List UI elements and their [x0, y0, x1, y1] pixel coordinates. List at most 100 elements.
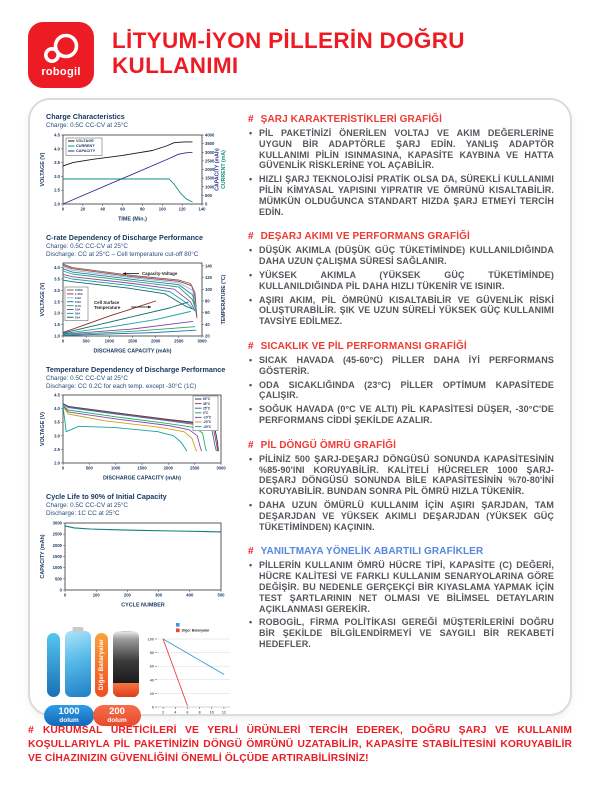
robogil-logo: robogil — [28, 22, 94, 88]
svg-text:2.9A: 2.9A — [75, 296, 82, 300]
bullet-item: HIZLI ŞARJ TEKNOLOJİSİ PRATİK OLSA DA, S… — [248, 174, 554, 217]
bullet-item: SICAK HAVADA (45-60°C) PİLLER DAHA İYİ P… — [248, 355, 554, 377]
svg-text:2000: 2000 — [53, 543, 63, 548]
bullet-item: DAHA UZUN ÖMÜRLÜ KULLANIM İÇİN AŞIRI ŞAR… — [248, 500, 554, 532]
chart-subtitle: Charge: 0.5C CC-CV at 25°C — [46, 122, 128, 129]
svg-text:500: 500 — [205, 193, 213, 198]
chart-charge-characteristics: Charge Characteristics Charge: 0.5C CC-C… — [38, 112, 236, 227]
svg-text:VOLTAGE: VOLTAGE — [76, 139, 94, 143]
svg-text:0: 0 — [62, 466, 65, 471]
svg-text:3000: 3000 — [216, 466, 226, 471]
svg-text:0.58A: 0.58A — [75, 288, 84, 292]
svg-text:3000: 3000 — [197, 339, 207, 344]
page-title: LİTYUM-İYON PİLLERİN DOĞRU KULLANIMI — [112, 28, 465, 79]
svg-text:400: 400 — [186, 593, 194, 598]
svg-text:CAPACITY: CAPACITY — [76, 149, 96, 153]
hash-symbol: # — [248, 439, 254, 451]
other-batteries-label: Diğer Bataryalar — [98, 639, 105, 691]
empty-battery-illustration — [113, 631, 139, 697]
svg-text:60°C: 60°C — [203, 397, 211, 401]
chart-temperature-discharge: Temperature Dependency of Discharge Perf… — [38, 365, 236, 486]
chart-subtitle: Discharge: 1C CC at 25°C — [46, 510, 120, 517]
svg-text:CURRENT: CURRENT — [76, 144, 95, 148]
svg-text:25°C: 25°C — [203, 406, 211, 410]
svg-text:TEMPERATURE (°C): TEMPERATURE (°C) — [221, 274, 227, 324]
svg-text:2.0: 2.0 — [54, 311, 60, 316]
other-batteries-bar: Diğer Bataryalar — [95, 633, 108, 697]
svg-text:CAPACITY (mAh): CAPACITY (mAh) — [215, 148, 221, 191]
bullet-item: PİLİNİZ 500 ŞARJ-DEŞARJ DÖNGÜSÜ SONUNDA … — [248, 454, 554, 497]
svg-text:1500: 1500 — [205, 176, 215, 181]
svg-text:20: 20 — [150, 692, 154, 696]
svg-text:-10°C: -10°C — [203, 416, 212, 420]
chart-crate-discharge: C-rate Dependency of Discharge Performan… — [38, 233, 236, 359]
svg-text:DISCHARGE CAPACITY (mAh): DISCHARGE CAPACITY (mAh) — [94, 349, 172, 355]
svg-text:CAPACITY (mAh): CAPACITY (mAh) — [40, 534, 46, 578]
svg-text:80: 80 — [205, 298, 210, 303]
svg-text:1000: 1000 — [105, 339, 115, 344]
chart-charge-canvas: 0 20 40 60 80 100 120 140 2.0 2.5 3.0 3.5 4.0 4.5 0 500… — [38, 130, 236, 227]
svg-text:1500: 1500 — [137, 466, 147, 471]
hash-symbol: # — [28, 725, 34, 736]
hash-symbol: # — [248, 114, 254, 125]
svg-text:100: 100 — [93, 593, 101, 598]
svg-text:VOLTAGE (V): VOLTAGE (V) — [40, 412, 46, 446]
svg-text:40: 40 — [100, 207, 105, 212]
svg-text:2.5: 2.5 — [54, 447, 60, 452]
svg-text:Capacity-Voltage: Capacity-Voltage — [142, 271, 178, 276]
svg-text:2500: 2500 — [53, 532, 63, 537]
svg-text:0: 0 — [62, 207, 65, 212]
svg-text:0: 0 — [60, 588, 63, 593]
svg-text:100: 100 — [205, 287, 213, 292]
badge-200-dolum: 200 dolum — [93, 705, 141, 726]
svg-text:2000: 2000 — [164, 466, 174, 471]
svg-text:80: 80 — [150, 651, 154, 655]
svg-text:60: 60 — [120, 207, 125, 212]
svg-text:20: 20 — [205, 334, 210, 339]
section-sicaklik-performans: #SICAKLIK VE PİL PERFORMANSI GRAFİĞİ SIC… — [248, 341, 554, 426]
svg-text:2.5: 2.5 — [54, 188, 60, 193]
page-title-line1: LİTYUM-İYON PİLLERİN DOĞRU — [112, 28, 465, 53]
svg-text:300: 300 — [155, 593, 163, 598]
svg-text:3000: 3000 — [53, 521, 63, 526]
hash-symbol: # — [248, 340, 254, 352]
bullet-list: SICAK HAVADA (45-60°C) PİLLER DAHA İYİ P… — [248, 355, 554, 426]
svg-text:20A: 20A — [75, 312, 81, 316]
svg-text:Cell Surface: Cell Surface — [94, 300, 120, 305]
section-desarj-akimi: #DEŞARJ AKIMI VE PERFORMANS GRAFİĞİ DÜŞÜ… — [248, 231, 554, 327]
svg-text:0: 0 — [205, 202, 208, 207]
svg-text:500: 500 — [218, 593, 226, 598]
svg-text:-30°C: -30°C — [203, 425, 212, 429]
bullet-list: DÜŞÜK AKIMLA (DÜŞÜK GÜÇ TÜKETİMİNDE) KUL… — [248, 245, 554, 327]
badge-value: 200 — [109, 706, 125, 717]
svg-text:2000: 2000 — [205, 167, 215, 172]
footer-text: KURUMSAL ÜRETİCİLERİ VE YERLİ ÜRÜNLERİ T… — [28, 725, 572, 764]
svg-text:3.5: 3.5 — [54, 420, 60, 425]
svg-text:TIME (Min.): TIME (Min.) — [118, 217, 147, 223]
svg-text:1500: 1500 — [128, 339, 138, 344]
svg-text:1.0: 1.0 — [54, 334, 60, 339]
bullet-item: DÜŞÜK AKIMLA (DÜŞÜK GÜÇ TÜKETİMİNDE) KUL… — [248, 245, 554, 267]
chart-subtitle: Charge: 0.5C CC-CV at 25°C — [46, 502, 128, 509]
svg-text:80: 80 — [140, 207, 145, 212]
bullet-list: PİLİNİZ 500 ŞARJ-DEŞARJ DÖNGÜSÜ SONUNDA … — [248, 454, 554, 533]
svg-text:4000: 4000 — [205, 133, 215, 138]
svg-text:2500: 2500 — [174, 339, 184, 344]
logo-wordmark: robogil — [41, 66, 81, 78]
text-column: #ŞARJ KARAKTERİSTİKLERİ GRAFİĞİ PİL PAKE… — [246, 112, 560, 708]
svg-text:1.5: 1.5 — [54, 322, 60, 327]
header: robogil LİTYUM-İYON PİLLERİN DOĞRU KULLA… — [0, 0, 600, 96]
svg-text:4.0: 4.0 — [54, 146, 60, 151]
svg-text:1.45A: 1.45A — [75, 292, 84, 296]
svg-text:VOLTAGE (V): VOLTAGE (V) — [40, 152, 46, 186]
svg-text:60: 60 — [150, 665, 154, 669]
badge-unit: dolum — [59, 716, 79, 724]
svg-text:140: 140 — [205, 263, 213, 268]
svg-text:0: 0 — [152, 706, 154, 710]
page-title-line2: KULLANIMI — [112, 52, 239, 78]
bullet-item: SOĞUK HAVADA (0°C VE ALTI) PİL KAPASİTES… — [248, 404, 554, 426]
svg-text:120: 120 — [205, 275, 213, 280]
svg-text:1000: 1000 — [205, 184, 215, 189]
svg-text:500: 500 — [55, 576, 63, 581]
